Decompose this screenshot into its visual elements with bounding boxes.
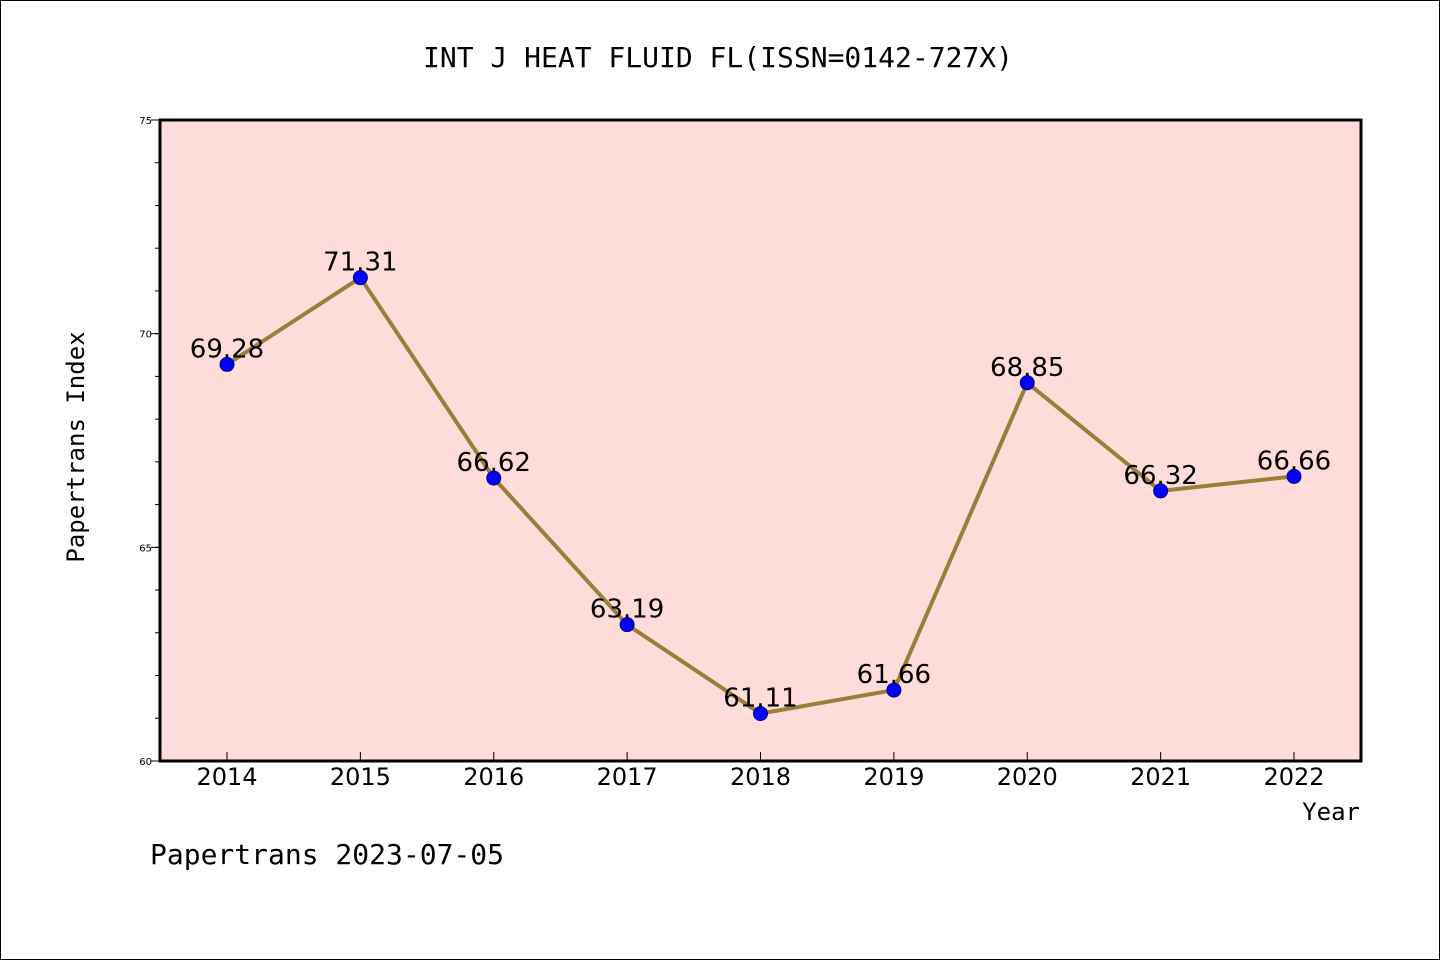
data-point (486, 470, 502, 486)
data-label: 68.85 (990, 353, 1064, 383)
plot-border (158, 118, 1363, 763)
y-major-ticks: 60 65 70 75 (139, 116, 160, 768)
x-ticks: 2014 2015 2016 2017 2018 2019 2020 2021 2022 (196, 752, 1325, 791)
data-label: 61.11 (723, 684, 797, 714)
y-axis-label: Papertrans Index (62, 331, 90, 562)
x-axis-label: Year (1302, 798, 1360, 826)
data-label: 61.66 (857, 660, 931, 690)
data-label: 69.28 (190, 334, 264, 364)
x-tick-label: 2022 (1263, 763, 1324, 791)
data-point (1286, 468, 1302, 484)
x-tick-label: 2021 (1130, 763, 1191, 791)
x-tick-label: 2019 (863, 763, 924, 791)
y-tick-label: 70 (139, 330, 152, 341)
x-tick-label: 2015 (330, 763, 391, 791)
x-tick-label: 2020 (997, 763, 1058, 791)
x-tick-label: 2017 (597, 763, 658, 791)
footer-text: Papertrans 2023-07-05 (150, 838, 504, 871)
x-tick-label: 2016 (463, 763, 524, 791)
data-label: 66.32 (1123, 461, 1197, 491)
chart-title: INT J HEAT FLUID FL(ISSN=0142-727X) (423, 41, 1013, 74)
data-point (352, 270, 368, 286)
data-point (219, 356, 235, 372)
data-label: 66.66 (1257, 446, 1331, 476)
data-point (753, 706, 768, 722)
plot-area (160, 120, 1361, 761)
data-point (886, 682, 902, 698)
data-point (1153, 483, 1169, 499)
data-label: 66.62 (457, 448, 531, 478)
y-tick-label: 60 (139, 757, 152, 768)
x-tick-label: 2018 (730, 763, 791, 791)
data-point (1019, 375, 1035, 391)
x-tick-label: 2014 (196, 763, 257, 791)
y-tick-label: 65 (139, 543, 152, 554)
data-label: 63.19 (590, 595, 664, 625)
data-markers (219, 270, 1302, 722)
data-label: 71.31 (323, 248, 397, 278)
data-point (619, 617, 635, 633)
y-tick-label: 75 (139, 116, 152, 127)
data-labels: 69.28 71.31 66.62 63.19 61.11 61.66 68.85 66.32… (190, 248, 1331, 714)
